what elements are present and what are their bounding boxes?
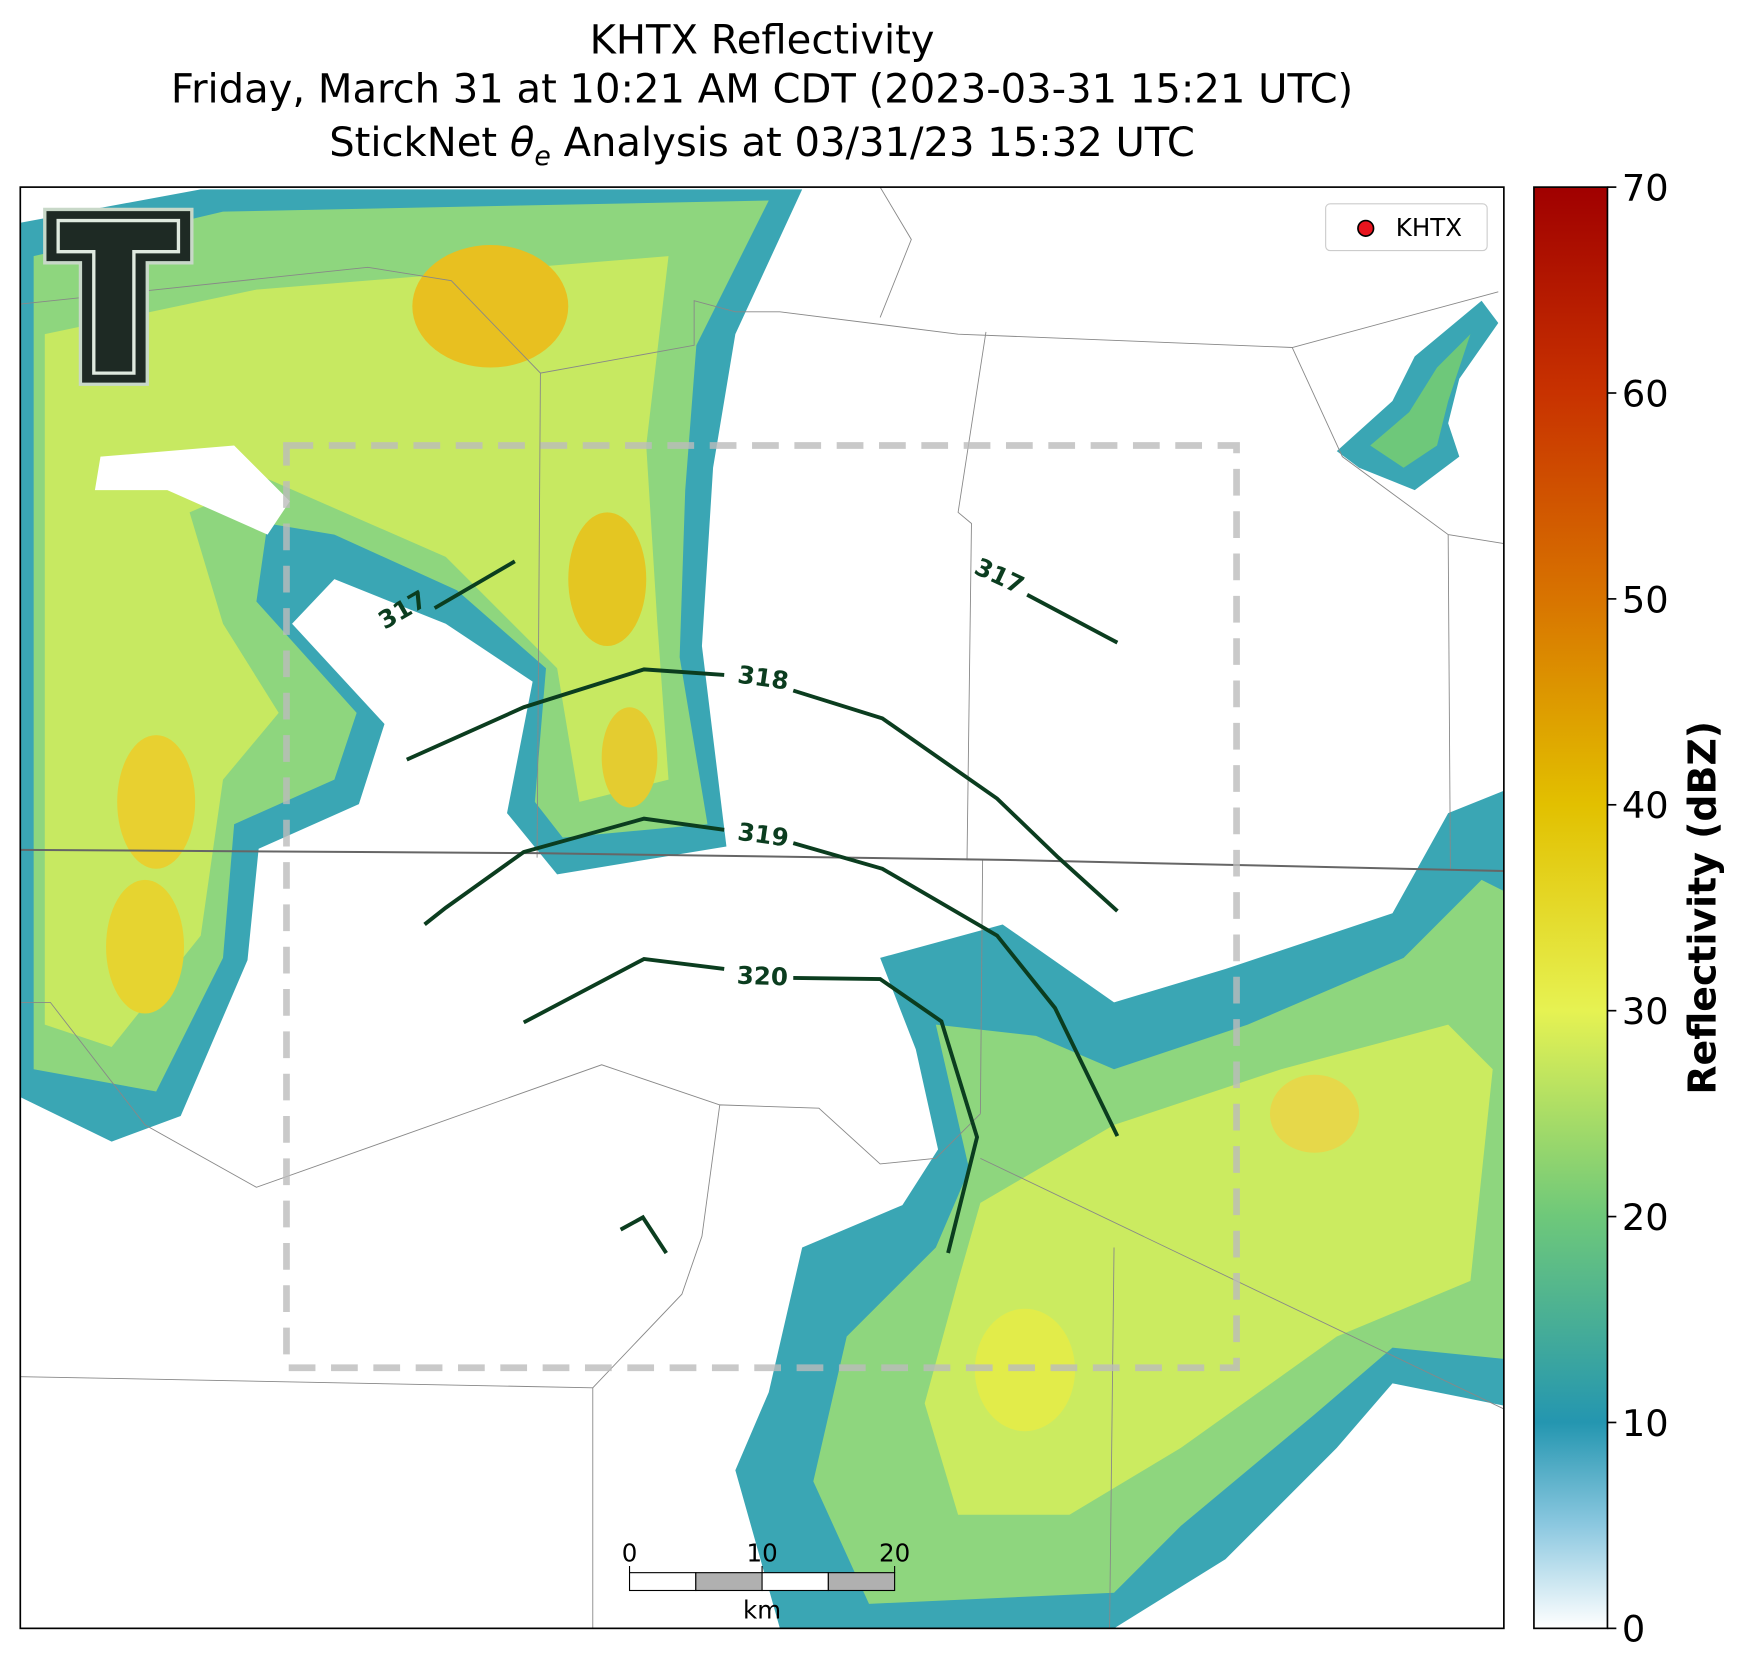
radar-core	[106, 879, 185, 1014]
scale-tick-label: 10	[746, 1539, 777, 1568]
county-line	[20, 266, 1499, 374]
contour-line	[433, 559, 516, 610]
radar-core	[568, 512, 647, 646]
contour-label: 319	[736, 817, 791, 853]
radar-core	[601, 707, 658, 808]
scale-segment	[827, 1572, 896, 1592]
contour-line	[619, 1214, 668, 1255]
radar-core	[1269, 1074, 1360, 1153]
colorbar-tick-label: 0	[1622, 1608, 1645, 1651]
scale-segment	[695, 1572, 763, 1592]
theta-subscript: e	[534, 141, 550, 172]
colorbar-tick-label: 20	[1622, 1196, 1669, 1239]
map-area: 317 317 318 319 320	[20, 187, 1504, 1629]
title-text: Analysis at 03/31/23 15:32 UTC	[564, 120, 1195, 166]
radar-gap	[94, 445, 290, 535]
scale-tick-label: 0	[622, 1539, 638, 1568]
colorbar-tick-label: 30	[1622, 990, 1669, 1033]
scale-bar: km 0 10 20	[622, 1539, 910, 1625]
county-line	[536, 187, 1504, 1114]
logo	[43, 207, 194, 386]
analysis-domain	[283, 442, 1240, 1372]
scale-tick-label: 20	[879, 1539, 910, 1568]
radar-echo	[1370, 334, 1471, 468]
colorbar-tick-label: 60	[1622, 372, 1669, 415]
contour-line	[423, 816, 1120, 1137]
title-line: StickNet θe Analysis at 03/31/23 15:32 U…	[329, 120, 1195, 172]
scale-unit: km	[743, 1595, 781, 1624]
scale-segment	[761, 1572, 829, 1592]
map-frame	[19, 186, 1505, 1630]
contour-label: 318	[736, 660, 791, 696]
contour-label: 320	[736, 961, 788, 992]
legend-box	[1325, 203, 1488, 252]
contour-line	[1026, 593, 1119, 645]
contour-line	[522, 956, 980, 1254]
legend: KHTX	[1325, 203, 1488, 252]
colorbar-tick-label: 70	[1622, 166, 1669, 209]
colorbar-label: Reflectivity (dBZ)	[1680, 721, 1724, 1095]
title-line: KHTX Reflectivity	[590, 17, 935, 63]
legend-label: KHTX	[1396, 213, 1462, 242]
title-line: Friday, March 31 at 10:21 AM CDT (2023-0…	[171, 66, 1353, 112]
colorbar-ticks: 0 10 20 30 40 50 60 70	[1607, 166, 1669, 1651]
title-text	[551, 120, 564, 166]
scale-segment	[628, 1572, 697, 1592]
colorbar-tick-label: 50	[1622, 578, 1669, 621]
radar-core	[117, 735, 196, 869]
title-text: StickNet	[329, 120, 497, 166]
colorbar	[1533, 186, 1609, 1630]
radar-core	[412, 245, 569, 368]
contour-line	[405, 667, 1119, 913]
colorbar-tick-label: 10	[1622, 1402, 1669, 1445]
colorbar-tick-label: 40	[1622, 784, 1669, 827]
state-line	[20, 848, 1504, 872]
theta-symbol: θ	[510, 120, 535, 166]
legend-marker	[1357, 219, 1375, 237]
county-line	[20, 1001, 1504, 1629]
